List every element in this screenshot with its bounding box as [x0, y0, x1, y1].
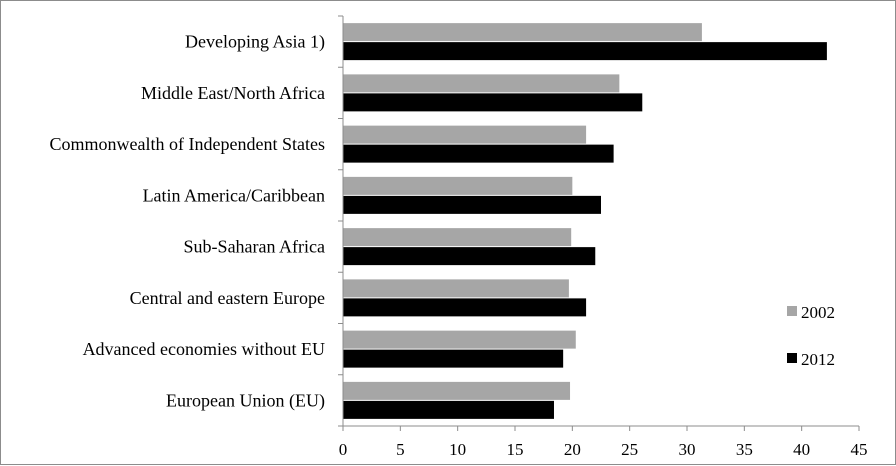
category-label: Latin America/Caribbean [143, 185, 325, 205]
x-tick-label: 20 [564, 440, 581, 459]
bar-2012-7 [343, 400, 554, 419]
category-label: Developing Asia 1) [185, 32, 325, 53]
x-tick-labels: 0 5 10 15 20 25 30 35 40 45 [339, 440, 868, 459]
bar-2002-0 [343, 23, 702, 42]
legend-swatch-2012 [787, 353, 797, 363]
category-label: European Union (EU) [166, 390, 325, 411]
bar-2002-5 [343, 279, 569, 298]
category-label: Commonwealth of Independent States [50, 134, 325, 154]
x-tick-label: 15 [507, 440, 524, 459]
category-label: Middle East/North Africa [141, 83, 325, 103]
bar-2012-5 [343, 298, 587, 317]
category-labels: Developing Asia 1) Middle East/North Afri… [50, 32, 325, 412]
legend-label-2012: 2012 [801, 350, 835, 369]
x-tick-label: 10 [449, 440, 466, 459]
bar-2012-4 [343, 247, 596, 266]
bar-2012-3 [343, 195, 601, 214]
bar-2012-2 [343, 144, 614, 163]
legend: 2002 2012 [787, 303, 835, 369]
bar-2012-1 [343, 93, 643, 112]
category-label: Advanced economies without EU [83, 339, 325, 359]
bar-2002-6 [343, 330, 576, 349]
x-tick-label: 0 [339, 440, 348, 459]
axes-layer [338, 15, 860, 431]
x-tick-label: 40 [793, 440, 810, 459]
x-tick-label: 25 [621, 440, 638, 459]
legend-label-2002: 2002 [801, 303, 835, 322]
legend-swatch-2002 [787, 306, 797, 316]
bar-2002-4 [343, 228, 572, 247]
x-tick-label: 35 [736, 440, 753, 459]
bars-layer [343, 23, 827, 419]
bar-2012-0 [343, 42, 827, 61]
x-tick-label: 5 [396, 440, 405, 459]
category-label: Sub-Saharan Africa [184, 237, 325, 257]
bar-2002-2 [343, 125, 587, 144]
bar-2002-1 [343, 74, 620, 93]
bar-2002-3 [343, 176, 573, 195]
x-tick-label: 30 [679, 440, 696, 459]
x-tick-label: 45 [851, 440, 868, 459]
bar-2012-6 [343, 349, 564, 368]
bar-2002-7 [343, 381, 571, 400]
category-label: Central and eastern Europe [130, 288, 325, 308]
